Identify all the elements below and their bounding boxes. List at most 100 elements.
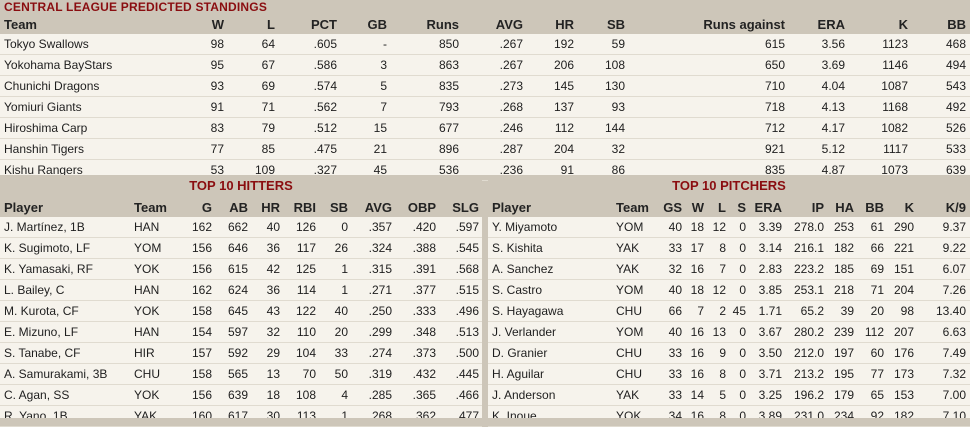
cell-l: 13 bbox=[712, 325, 726, 339]
table-row[interactable]: A. Samurakami, 3B CHU 158 565 13 70 50 .319 .432… bbox=[0, 364, 482, 385]
col-header-k[interactable]: K bbox=[845, 14, 908, 34]
standings-panel: CENTRAL LEAGUE PREDICTED STANDINGS Team … bbox=[0, 0, 970, 181]
cell-sb: 0 bbox=[341, 220, 348, 234]
col-header-hr[interactable]: HR bbox=[251, 197, 283, 217]
cell-team: CHU bbox=[616, 367, 642, 381]
col-header-w[interactable]: W bbox=[178, 14, 224, 34]
top-hitters-title: TOP 10 HITTERS bbox=[0, 175, 482, 197]
col-header-w[interactable]: W bbox=[684, 197, 706, 217]
col-header-era[interactable]: ERA bbox=[748, 197, 784, 217]
table-row[interactable]: Hiroshima Carp 83 79 .512 15 677 .246 112 144 712… bbox=[0, 118, 970, 139]
cell-hr: 36 bbox=[266, 283, 280, 297]
col-header-gs[interactable]: GS bbox=[658, 197, 684, 217]
table-row[interactable]: Y. Miyamoto YOM 40 18 12 0 3.39 278.0 253 61 290 9.… bbox=[488, 217, 970, 238]
table-row[interactable]: Kishu Rangers 53 109 .327 45 536 .236 91 86 835 4.… bbox=[0, 160, 970, 181]
cell-team: CHU bbox=[134, 367, 160, 381]
col-header-l[interactable]: L bbox=[706, 197, 728, 217]
cell-player: S. Kishita bbox=[492, 241, 543, 255]
col-header-slg[interactable]: SLG bbox=[439, 197, 482, 217]
table-row[interactable]: Hanshin Tigers 77 85 .475 21 896 .287 204 32 921 5… bbox=[0, 139, 970, 160]
col-header-team[interactable]: Team bbox=[0, 14, 178, 34]
col-header-team[interactable]: Team bbox=[130, 197, 187, 217]
cell-team: HAN bbox=[134, 220, 160, 234]
cell-ip: 216.1 bbox=[793, 241, 824, 255]
col-header-runs-against[interactable]: Runs against bbox=[625, 14, 785, 34]
col-header-sb[interactable]: SB bbox=[319, 197, 351, 217]
table-row[interactable]: S. Castro YOM 40 18 12 0 3.85 253.1 218 71 204 7.26 bbox=[488, 280, 970, 301]
cell-gb: 45 bbox=[373, 163, 387, 177]
col-header-pct[interactable]: PCT bbox=[275, 14, 337, 34]
col-header-avg[interactable]: AVG bbox=[459, 14, 523, 34]
cell-w: 98 bbox=[210, 37, 224, 51]
cell-avg: .268 bbox=[499, 100, 523, 114]
table-row[interactable]: D. Granier CHU 33 16 9 0 3.50 212.0 197 60 176 7.49 bbox=[488, 343, 970, 364]
table-row[interactable]: M. Kurota, CF YOK 158 645 43 122 40 .250 .333 .49… bbox=[0, 301, 482, 322]
table-row[interactable]: Tokyo Swallows 98 64 .605 - 850 .267 192 59 615 3.… bbox=[0, 34, 970, 55]
table-row[interactable]: E. Mizuno, LF HAN 154 597 32 110 20 .299 .348 .51… bbox=[0, 322, 482, 343]
col-header-rbi[interactable]: RBI bbox=[283, 197, 319, 217]
col-header-runs[interactable]: Runs bbox=[387, 14, 459, 34]
col-header-hr[interactable]: HR bbox=[523, 14, 574, 34]
table-row[interactable]: K. Yamasaki, RF YOK 156 615 42 125 1 .315 .391 .5… bbox=[0, 259, 482, 280]
col-header-player[interactable]: Player bbox=[0, 197, 130, 217]
col-header-obp[interactable]: OBP bbox=[395, 197, 439, 217]
col-header-ha[interactable]: HA bbox=[826, 197, 856, 217]
table-row[interactable]: K. Sugimoto, LF YOM 156 646 36 117 26 .324 .388.… bbox=[0, 238, 482, 259]
cell-g: 158 bbox=[191, 367, 212, 381]
cell-avg: .250 bbox=[368, 304, 392, 318]
col-header-ip[interactable]: IP bbox=[784, 197, 826, 217]
cell-sb: 50 bbox=[334, 367, 348, 381]
table-row[interactable]: C. Agan, SS YOK 156 639 18 108 4 .285 .365 .466 bbox=[0, 385, 482, 406]
cell-ha: 253 bbox=[833, 220, 854, 234]
table-row[interactable]: S. Tanabe, CF HIR 157 592 29 104 33 .274 .373 .50… bbox=[0, 343, 482, 364]
cell-ip: 212.0 bbox=[793, 346, 824, 360]
cell-team: Hanshin Tigers bbox=[4, 142, 85, 156]
table-row[interactable]: J. Verlander YOM 40 16 13 0 3.67 280.2 239 112 207… bbox=[488, 322, 970, 343]
col-header-sb[interactable]: SB bbox=[574, 14, 625, 34]
col-header-bb[interactable]: BB bbox=[908, 14, 970, 34]
table-row[interactable]: J. Anderson YAK 33 14 5 0 3.25 196.2 179 65 153 7.0… bbox=[488, 385, 970, 406]
cell-sb: 1 bbox=[341, 283, 348, 297]
table-row[interactable]: Chunichi Dragons 93 69 .574 5 835 .273 145 130 71… bbox=[0, 76, 970, 97]
cell-pct: .562 bbox=[313, 100, 337, 114]
table-row[interactable]: J. Martínez, 1B HAN 162 662 40 126 0 .357 .420 .5… bbox=[0, 217, 482, 238]
cell-k9: 7.26 bbox=[942, 283, 966, 297]
cell-sb: 4 bbox=[341, 388, 348, 402]
table-row[interactable]: Yomiuri Giants 91 71 .562 7 793 .268 137 93 718 4.… bbox=[0, 97, 970, 118]
cell-bb: 61 bbox=[870, 220, 884, 234]
cell-runs: 863 bbox=[438, 58, 459, 72]
cell-avg: .299 bbox=[368, 325, 392, 339]
cell-runs: 835 bbox=[438, 79, 459, 93]
col-header-player[interactable]: Player bbox=[488, 197, 612, 217]
col-header-avg[interactable]: AVG bbox=[351, 197, 395, 217]
cell-bb: 112 bbox=[864, 325, 884, 339]
cell-obp: .391 bbox=[412, 262, 436, 276]
cell-k: 151 bbox=[893, 262, 914, 276]
cell-era: 2.83 bbox=[758, 262, 782, 276]
cell-obp: .420 bbox=[412, 220, 436, 234]
col-header-era[interactable]: ERA bbox=[785, 14, 845, 34]
col-header-l[interactable]: L bbox=[224, 14, 275, 34]
cell-team: YAK bbox=[616, 262, 640, 276]
col-header-ab[interactable]: AB bbox=[215, 197, 251, 217]
col-header-team[interactable]: Team bbox=[612, 197, 658, 217]
cell-l: 9 bbox=[719, 346, 726, 360]
table-row[interactable]: L. Bailey, C HAN 162 624 36 114 1 .271 .377 .515 bbox=[0, 280, 482, 301]
cell-w: 16 bbox=[690, 346, 704, 360]
cell-ra: 835 bbox=[764, 163, 785, 177]
table-row[interactable]: A. Sanchez YAK 32 16 7 0 2.83 223.2 185 69 151 6.07 bbox=[488, 259, 970, 280]
table-row[interactable]: H. Aguilar CHU 33 16 8 0 3.71 213.2 195 77 173 7.32 bbox=[488, 364, 970, 385]
col-header-bb[interactable]: BB bbox=[856, 197, 886, 217]
col-header-g[interactable]: G bbox=[187, 197, 215, 217]
cell-era: 4.04 bbox=[821, 79, 845, 93]
col-header-k[interactable]: K bbox=[886, 197, 916, 217]
table-row[interactable]: S. Kishita YAK 33 17 8 0 3.14 216.1 182 66 221 9.22 bbox=[488, 238, 970, 259]
table-row[interactable]: S. Hayagawa CHU 66 7 2 45 1.71 65.2 39 20 98 13.40 bbox=[488, 301, 970, 322]
col-header-k9[interactable]: K/9 bbox=[916, 197, 970, 217]
col-header-s[interactable]: S bbox=[728, 197, 748, 217]
cell-s: 0 bbox=[739, 262, 746, 276]
col-header-gb[interactable]: GB bbox=[337, 14, 387, 34]
cell-w: 17 bbox=[690, 241, 704, 255]
cell-avg: .315 bbox=[368, 262, 392, 276]
table-row[interactable]: Yokohama BayStars 95 67 .586 3 863 .267 206 108 6… bbox=[0, 55, 970, 76]
